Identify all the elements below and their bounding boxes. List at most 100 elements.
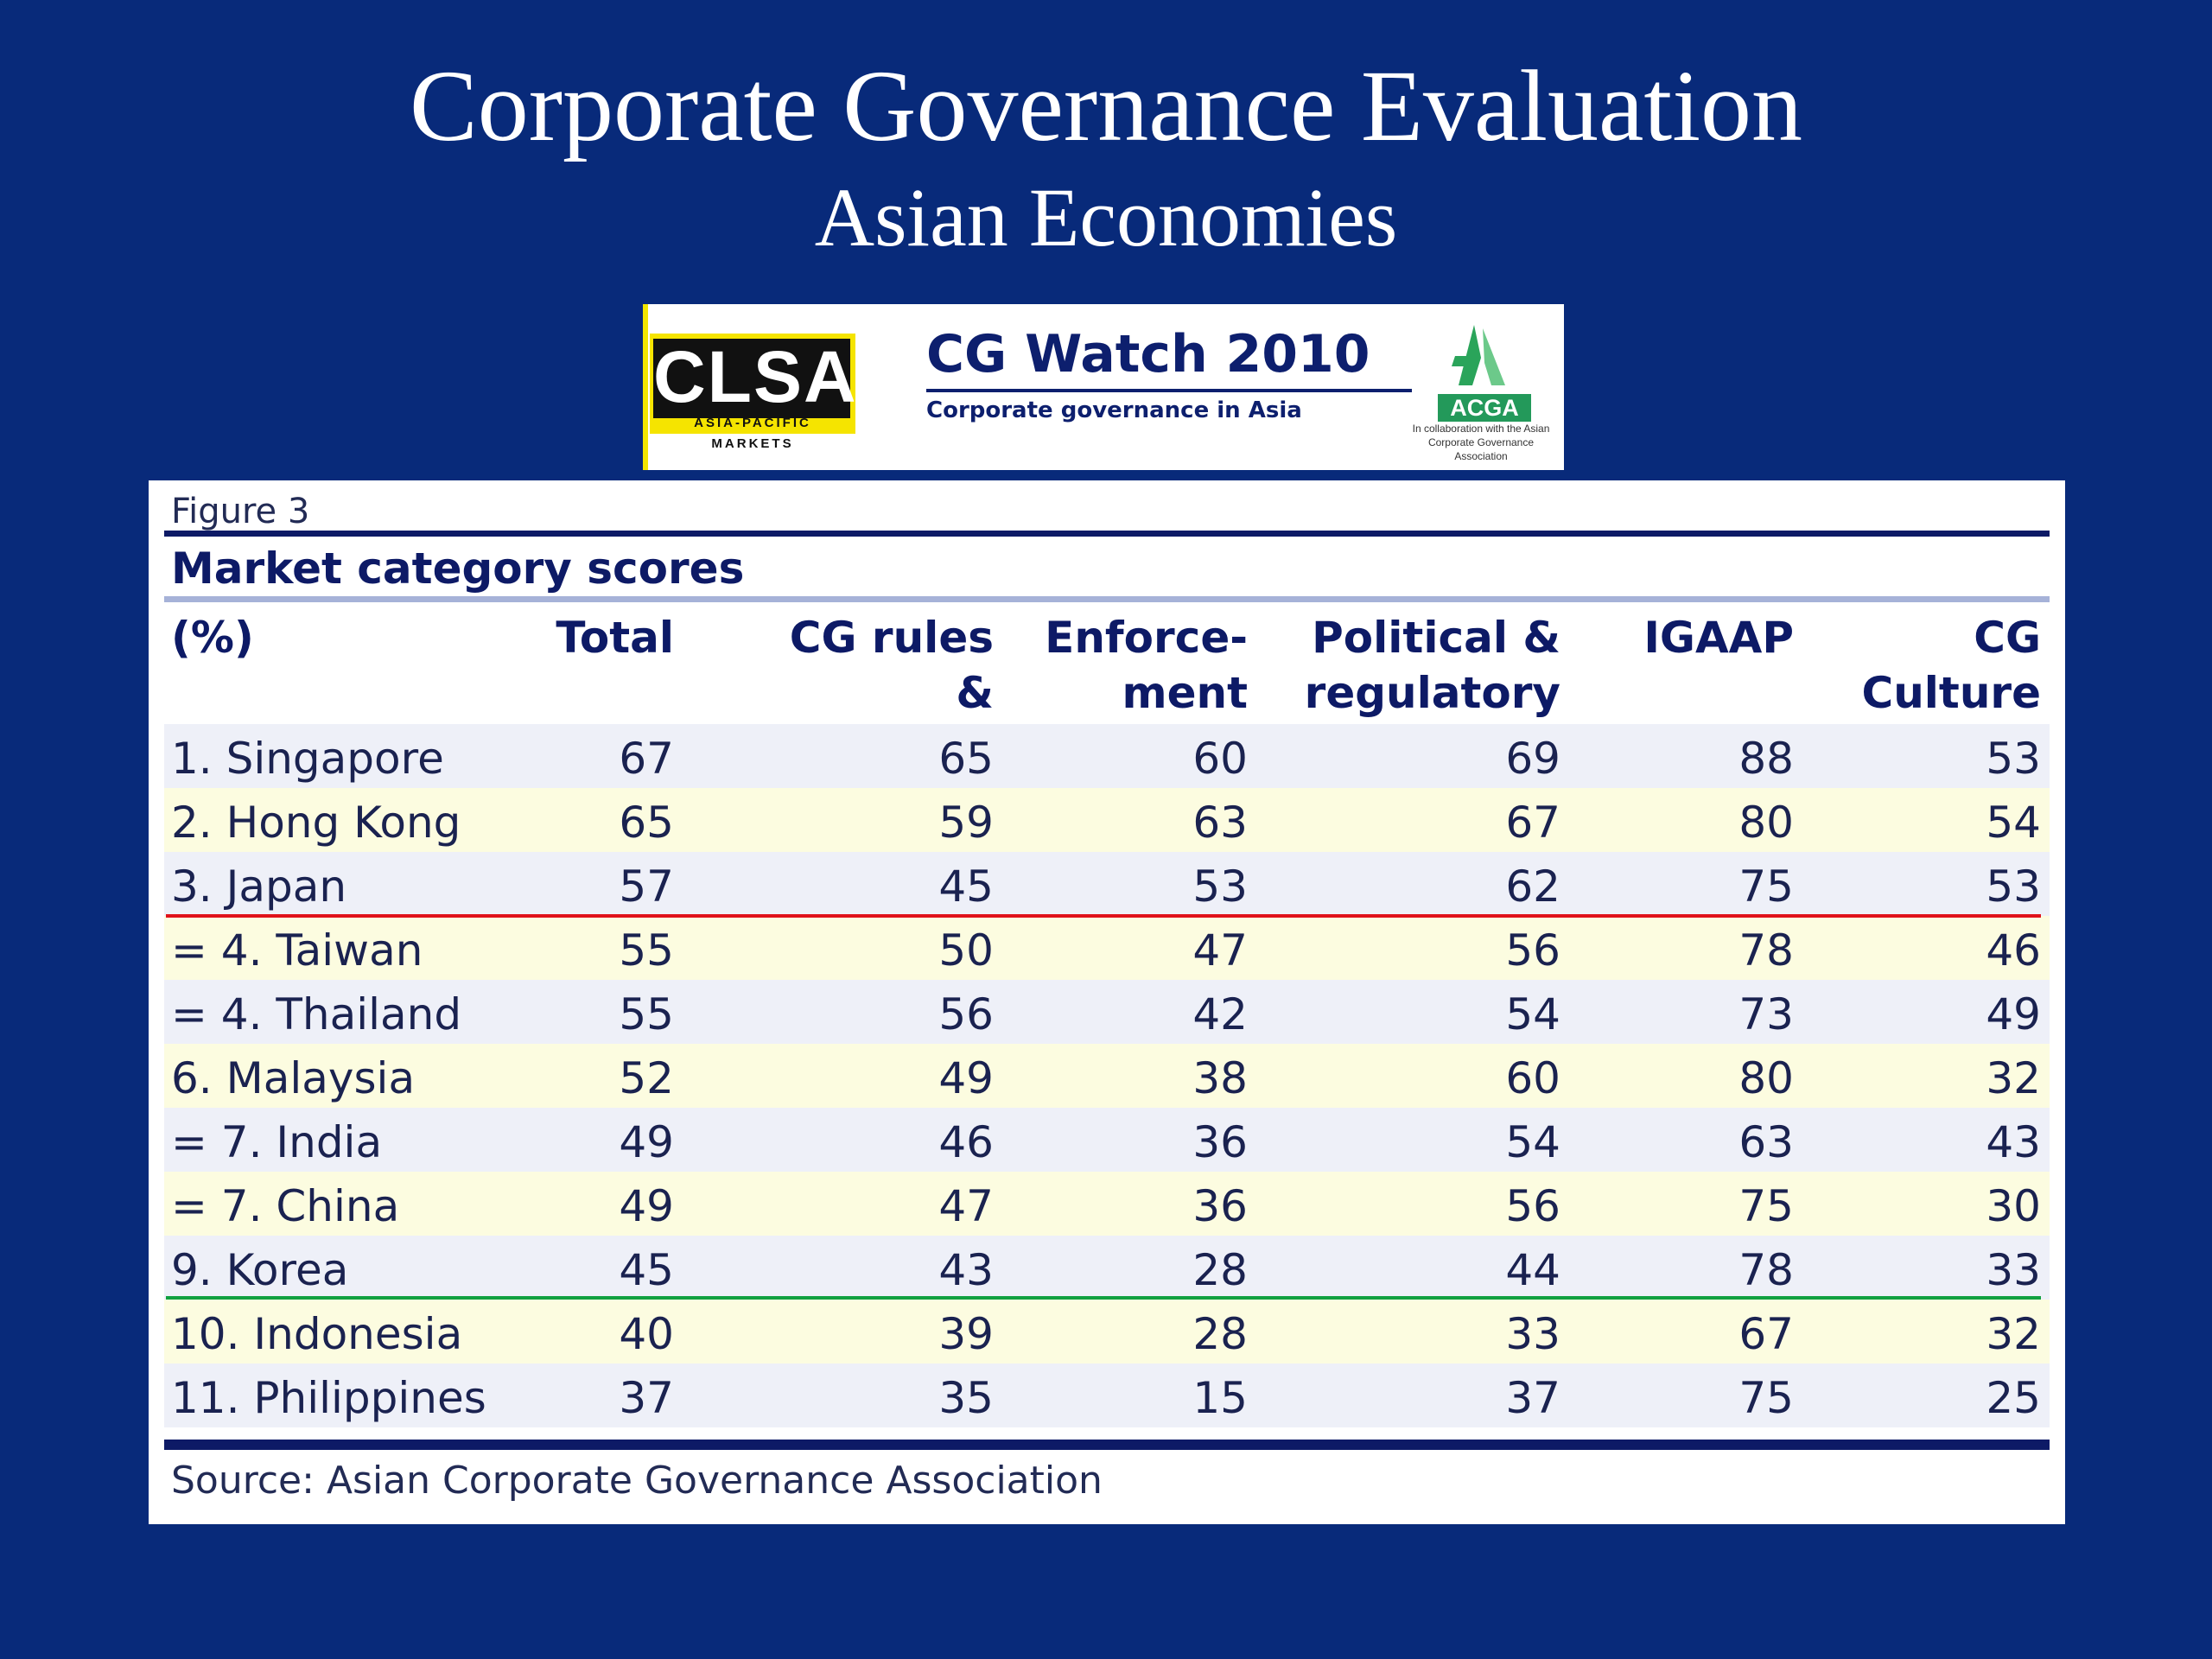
column-header-political: Political & regulatory [1304, 613, 1560, 718]
table-row: = 7. India 49 46 36 54 63 43 [164, 1108, 2050, 1172]
igaap-score: 80 [1738, 1053, 1794, 1103]
green-divider-line [166, 1296, 2041, 1300]
enforcement-score: 47 [1192, 925, 1248, 976]
cg-rules-score: 45 [938, 861, 994, 912]
enforcement-score: 60 [1192, 734, 1248, 784]
total-score: 67 [619, 734, 674, 784]
market-name: = 7. China [171, 1181, 400, 1231]
table-row: 3. Japan 57 45 53 62 75 53 [164, 852, 2050, 916]
cg-culture-score: 49 [1986, 989, 2041, 1039]
cg-rules-score: 56 [938, 989, 994, 1039]
enforcement-score: 42 [1192, 989, 1248, 1039]
table-top-rule [164, 531, 2050, 537]
total-score: 49 [619, 1181, 674, 1231]
red-divider-line [166, 914, 2041, 918]
cg-culture-score: 32 [1986, 1053, 2041, 1103]
total-score: 55 [619, 989, 674, 1039]
political-score: 60 [1505, 1053, 1560, 1103]
total-score: 57 [619, 861, 674, 912]
report-subtitle: Corporate governance in Asia [926, 397, 1302, 423]
enforcement-score: 36 [1192, 1117, 1248, 1167]
table-row: 1. Singapore 67 65 60 69 88 53 [164, 724, 2050, 788]
market-name: 1. Singapore [171, 734, 444, 784]
political-score: 56 [1505, 1181, 1560, 1231]
market-name: 3. Japan [171, 861, 347, 912]
political-score: 69 [1505, 734, 1560, 784]
cg-rules-score: 35 [938, 1373, 994, 1423]
market-name: 10. Indonesia [171, 1309, 463, 1359]
column-header-unit: (%) [171, 613, 254, 663]
igaap-score: 63 [1738, 1117, 1794, 1167]
political-score: 54 [1505, 1117, 1560, 1167]
slide-title: Corporate Governance Evaluation [409, 49, 1802, 162]
clsa-logo: CLSA [653, 336, 858, 417]
table-header: (%) Total CG rules &practices Enforce-me… [164, 610, 2050, 773]
enforcement-score: 63 [1192, 798, 1248, 848]
market-name: = 4. Taiwan [171, 925, 423, 976]
column-header-cg-culture: CG Culture [1861, 613, 2042, 718]
political-score: 33 [1505, 1309, 1560, 1359]
cg-culture-score: 32 [1986, 1309, 2041, 1359]
figure-label: Figure 3 [171, 492, 310, 531]
cg-culture-score: 53 [1986, 734, 2041, 784]
igaap-score: 88 [1738, 734, 1794, 784]
market-name: = 4. Thailand [171, 989, 462, 1039]
column-header-enforcement: Enforce-ment [1045, 613, 1248, 718]
source-note: Source: Asian Corporate Governance Assoc… [171, 1459, 1103, 1503]
table-row: = 7. China 49 47 36 56 75 30 [164, 1172, 2050, 1236]
cg-culture-score: 33 [1986, 1245, 2041, 1295]
cg-culture-score: 25 [1986, 1373, 2041, 1423]
table-row: 2. Hong Kong 65 59 63 67 80 54 [164, 788, 2050, 852]
political-score: 62 [1505, 861, 1560, 912]
enforcement-score: 28 [1192, 1309, 1248, 1359]
cg-culture-score: 43 [1986, 1117, 2041, 1167]
total-score: 40 [619, 1309, 674, 1359]
acga-collaboration-note: In collaboration with the Asian Corporat… [1412, 423, 1550, 462]
table-row: 9. Korea 45 43 28 44 78 33 [164, 1236, 2050, 1300]
cg-culture-score: 54 [1986, 798, 2041, 848]
enforcement-score: 15 [1192, 1373, 1248, 1423]
cg-rules-score: 43 [938, 1245, 994, 1295]
column-header-igaap: IGAAP [1643, 613, 1794, 663]
igaap-score: 80 [1738, 798, 1794, 848]
enforcement-score: 53 [1192, 861, 1248, 912]
igaap-score: 67 [1738, 1309, 1794, 1359]
political-score: 56 [1505, 925, 1560, 976]
igaap-score: 75 [1738, 861, 1794, 912]
igaap-score: 75 [1738, 1181, 1794, 1231]
clsa-tagline: ASIA-PACIFIC MARKETS [694, 416, 811, 451]
report-title-rule [926, 389, 1412, 392]
cg-culture-score: 30 [1986, 1181, 2041, 1231]
igaap-score: 73 [1738, 989, 1794, 1039]
market-name: 11. Philippines [171, 1373, 486, 1423]
political-score: 37 [1505, 1373, 1560, 1423]
market-name: 6. Malaysia [171, 1053, 416, 1103]
report-title: CG Watch 2010 [926, 324, 1370, 385]
table-caption: Market category scores [171, 543, 745, 594]
scores-table-panel: Figure 3 Market category scores (%) Tota… [149, 480, 2065, 1524]
cg-rules-score: 47 [938, 1181, 994, 1231]
enforcement-score: 38 [1192, 1053, 1248, 1103]
total-score: 45 [619, 1245, 674, 1295]
cg-rules-score: 39 [938, 1309, 994, 1359]
total-score: 65 [619, 798, 674, 848]
market-name: 2. Hong Kong [171, 798, 461, 848]
political-score: 44 [1505, 1245, 1560, 1295]
total-score: 49 [619, 1117, 674, 1167]
total-score: 37 [619, 1373, 674, 1423]
cg-culture-score: 46 [1986, 925, 2041, 976]
market-name: = 7. India [171, 1117, 383, 1167]
clsa-banner: CLSA ASIA-PACIFIC MARKETS CG Watch 2010 … [643, 304, 1564, 470]
cg-culture-score: 53 [1986, 861, 2041, 912]
enforcement-score: 28 [1192, 1245, 1248, 1295]
table-row: = 4. Taiwan 55 50 47 56 78 46 [164, 916, 2050, 980]
market-name: 9. Korea [171, 1245, 349, 1295]
table-row: 10. Indonesia 40 39 28 33 67 32 [164, 1300, 2050, 1363]
acga-logo-text: ACGA [1450, 395, 1519, 421]
acga-logo-icon: ACGA [1438, 325, 1531, 422]
table-row: = 4. Thailand 55 56 42 54 73 49 [164, 980, 2050, 1044]
enforcement-score: 36 [1192, 1181, 1248, 1231]
column-header-total: Total [556, 613, 674, 663]
cg-rules-score: 49 [938, 1053, 994, 1103]
table-caption-rule [164, 596, 2050, 602]
